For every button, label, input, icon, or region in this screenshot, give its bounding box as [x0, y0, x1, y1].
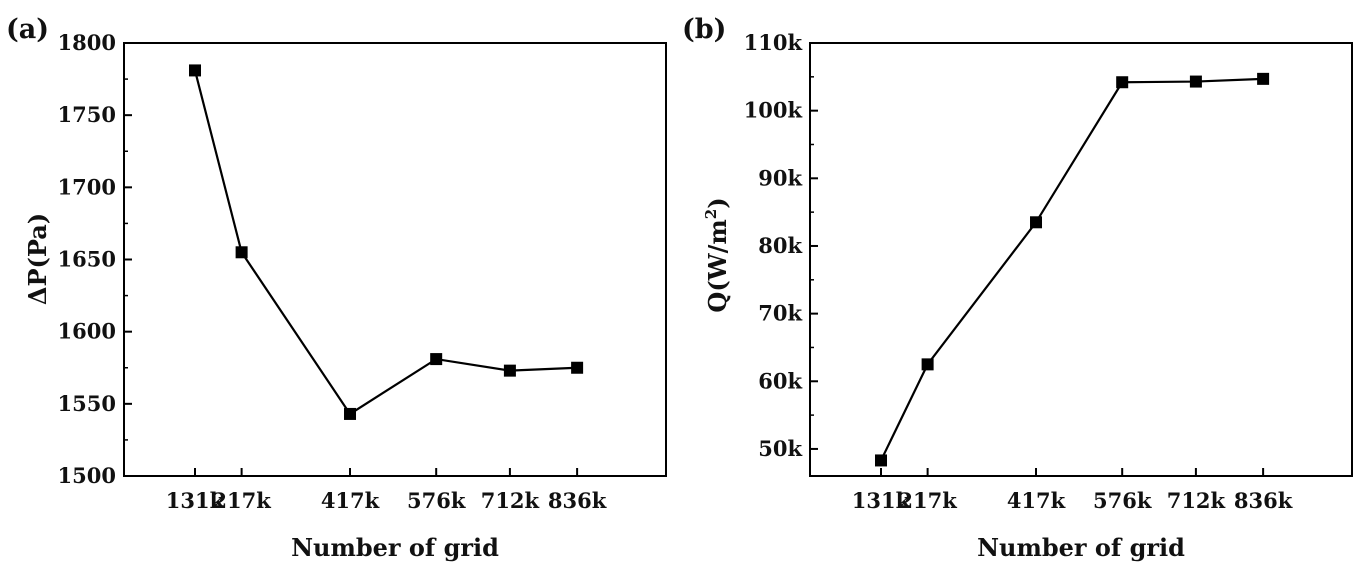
panel-b-y-tick-label: 90k — [758, 165, 802, 190]
panel-a-label: (a) — [6, 14, 49, 45]
panel-a-x-tick-label: 712k — [481, 488, 540, 513]
panel-a-x-tick-label: 131k — [166, 488, 225, 513]
panel-b-y-axis-title: Q(W/m2) — [702, 197, 732, 312]
panel-a-y-tick-label: 1600 — [58, 319, 116, 344]
panel-b-y-axis-title-sup: 2 — [702, 209, 720, 219]
panel-b-y-tick-label: 80k — [758, 233, 802, 258]
panel-a-y-tick-label: 1750 — [58, 102, 116, 127]
panel-a-y-tick-label: 1800 — [58, 30, 116, 55]
panel-b-y-axis-title-end: ) — [703, 197, 732, 208]
panel-a-data-point — [571, 361, 584, 374]
panel-b-x-tick-label: 576k — [1093, 488, 1152, 513]
panel-a-y-tick-label: 1500 — [58, 463, 116, 488]
panel-b-series — [875, 72, 1270, 467]
panel-b-x-tick-label: 836k — [1234, 488, 1293, 513]
panel-a-y-axis-title: ΔP(Pa) — [23, 213, 52, 305]
panel-b-data-point — [1257, 72, 1270, 85]
panel-a-data-point — [503, 364, 516, 377]
panel-a-x-tick-label: 217k — [212, 488, 271, 513]
panel-a-series-line — [193, 70, 578, 416]
panel-b-y-ticks: 50k 60k 70k 80k 90k 100k 110k — [744, 30, 818, 461]
panel-a-x-tick-label: 836k — [548, 488, 607, 513]
panel-b-data-point — [1189, 75, 1202, 88]
panel-b-label: (b) — [682, 14, 726, 45]
panel-a-y-tick-label: 1550 — [58, 391, 116, 416]
panel-b-y-tick-label: 100k — [744, 98, 803, 123]
panel-a-y-tick-label: 1650 — [58, 247, 116, 272]
panel-b-data-point — [921, 358, 934, 371]
panel-b-x-tick-label: 712k — [1167, 488, 1226, 513]
panel-a-data-point — [235, 246, 248, 259]
panel-b-y-tick-label: 70k — [758, 301, 802, 326]
panel-a-data-point — [430, 353, 443, 366]
panel-b-x-axis-title: Number of grid — [977, 533, 1185, 562]
panel-b-series-line — [880, 77, 1264, 461]
panel-a-x-tick-label: 417k — [321, 488, 380, 513]
panel-b-y-axis-title-main: Q(W/m — [703, 219, 732, 312]
panel-b-y-tick-label: 60k — [758, 368, 802, 393]
panel-a-y-tick-label: 1700 — [58, 174, 116, 199]
panel-b-y-tick-label: 110k — [744, 30, 803, 55]
panel-b-x-tick-label: 217k — [898, 488, 957, 513]
panel-b-x-tick-label: 417k — [1007, 488, 1066, 513]
panel-b-data-point — [1116, 76, 1129, 89]
panel-a-y-ticks: 1500 1550 1600 1650 1700 1750 1800 — [58, 30, 132, 488]
panel-b-data-point — [1030, 216, 1043, 229]
panel-b-data-point — [875, 454, 888, 467]
panel-a-x-tick-label: 576k — [407, 488, 466, 513]
panel-a-data-point — [344, 407, 357, 420]
panel-a: (a) 1500 1550 1600 1650 1700 1750 1800 131k217… — [6, 14, 667, 562]
panel-b-plot-frame — [809, 42, 1353, 477]
panel-b-y-tick-label: 50k — [758, 436, 802, 461]
panel-a-x-axis-title: Number of grid — [291, 533, 499, 562]
panel-b-x-tick-label: 131k — [852, 488, 911, 513]
panel-a-series — [189, 64, 584, 420]
panel-a-data-point — [189, 64, 202, 77]
